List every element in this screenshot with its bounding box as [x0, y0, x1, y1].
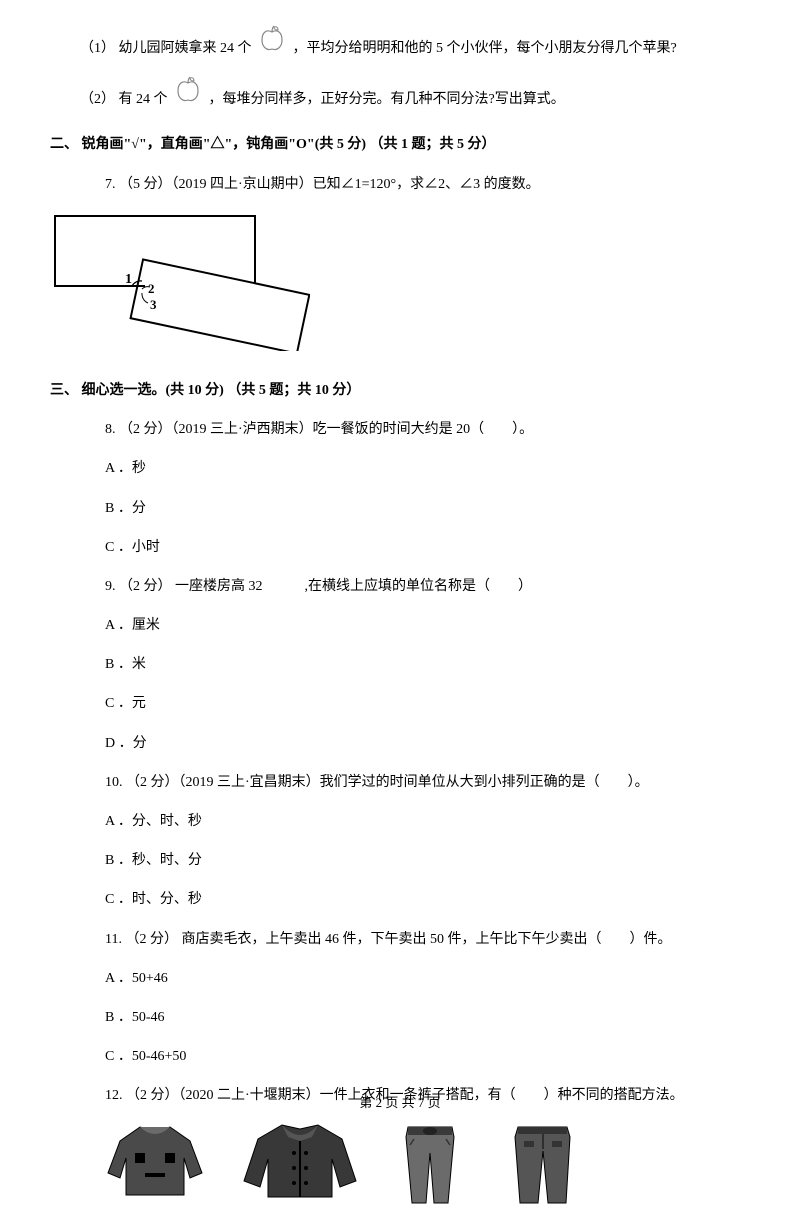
svg-text:1: 1 [125, 272, 132, 287]
pants1-icon [390, 1123, 470, 1208]
clothes-images [50, 1123, 750, 1208]
q6-p1-text-b: ，平均分给明明和他的 5 个小伙伴，每个小朋友分得几个苹果? [293, 41, 677, 56]
q9-stem: 9. （2 分） 一座楼房高 32 ,在横线上应填的单位名称是（ ） [50, 574, 750, 599]
q11-stem: 11. （2 分） 商店卖毛衣，上午卖出 46 件，下午卖出 50 件，上午比下… [50, 927, 750, 952]
q8-c: C ．小时 [50, 535, 750, 560]
q6-part2: （2） 有 24 个 ，每堆分同样多，正好分完。有几种不同分法?写出算式。 [50, 81, 750, 118]
angle-diagram: 1 2 3 [50, 211, 750, 360]
q10-stem: 10. （2 分）（2019 三上·宜昌期末）我们学过的时间单位从大到小排列正确… [50, 770, 750, 795]
svg-text:3: 3 [150, 297, 157, 312]
svg-text:2: 2 [148, 281, 155, 296]
page-footer: 第 2 页 共 7 页 [0, 1091, 800, 1114]
jacket1-icon [100, 1123, 210, 1203]
q6-p2-text-a: （2） 有 24 个 [80, 92, 168, 107]
q6-part1: （1） 幼儿园阿姨拿来 24 个 ，平均分给明明和他的 5 个小伙伴，每个小朋友… [50, 30, 750, 67]
q9-a: A ．厘米 [50, 613, 750, 638]
apple-icon [175, 75, 201, 112]
q6-p2-text-b: ，每堆分同样多，正好分完。有几种不同分法?写出算式。 [209, 92, 565, 107]
pants2-icon [500, 1123, 585, 1208]
q8-a: A ．秒 [50, 456, 750, 481]
q11-a: A ．50+46 [50, 966, 750, 991]
q9-b: B ．米 [50, 652, 750, 677]
section2-head: 二、 锐角画"√"，直角画"△"，钝角画"O"(共 5 分) （共 1 题；共 … [50, 132, 750, 157]
q7-stem: 7. （5 分）（2019 四上·京山期中）已知∠1=120°，求∠2、∠3 的… [50, 172, 750, 197]
apple-icon [259, 24, 285, 61]
q8-stem: 8. （2 分）（2019 三上·泸西期末）吃一餐饭的时间大约是 20（ ）。 [50, 417, 750, 442]
section3-head: 三、 细心选一选。(共 10 分) （共 5 题；共 10 分） [50, 378, 750, 403]
q10-a: A ．分、时、秒 [50, 809, 750, 834]
q9-c: C ．元 [50, 691, 750, 716]
q6-p1-text-a: （1） 幼儿园阿姨拿来 24 个 [80, 41, 252, 56]
q10-b: B ．秒、时、分 [50, 848, 750, 873]
q10-c: C ．时、分、秒 [50, 887, 750, 912]
q11-c: C ．50-46+50 [50, 1044, 750, 1069]
jacket2-icon [240, 1123, 360, 1203]
q9-d: D ．分 [50, 731, 750, 756]
q11-b: B ．50-46 [50, 1005, 750, 1030]
q8-b: B ．分 [50, 496, 750, 521]
